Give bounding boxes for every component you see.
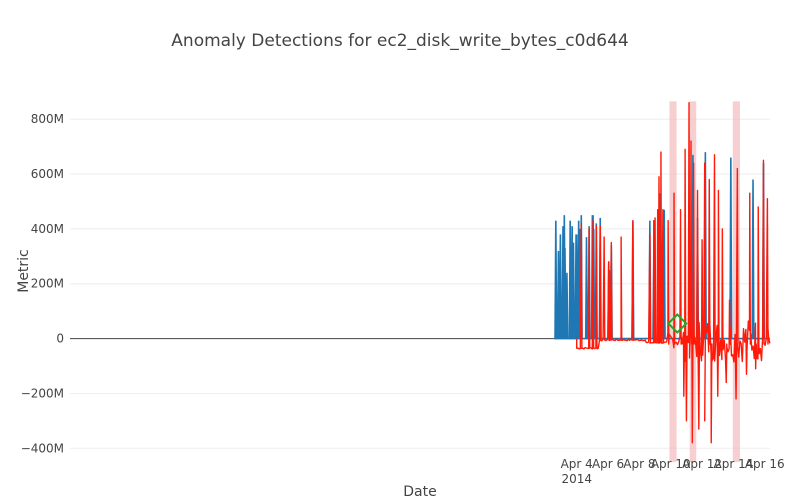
- y-axis-title: Metric: [16, 249, 32, 293]
- series-detection-line: [576, 102, 771, 444]
- plot-area: [554, 102, 771, 444]
- y-axis: −400M −200M 0 200M 400M 600M 800M: [21, 112, 64, 455]
- grid-lines: [70, 118, 770, 449]
- x-tick-year-label: 2014: [561, 472, 592, 486]
- x-tick-label: Apr 16: [745, 457, 785, 471]
- y-tick-label: 0: [56, 332, 64, 346]
- y-tick-label: 600M: [31, 167, 64, 181]
- y-tick-label: 200M: [31, 277, 64, 291]
- y-tick-label: −200M: [21, 386, 64, 400]
- x-tick-label: Apr 8: [623, 457, 655, 471]
- x-tick-label: Apr 6: [592, 457, 624, 471]
- y-tick-label: −400M: [21, 441, 64, 455]
- anomaly-window: [669, 101, 677, 462]
- x-tick-label: Apr 14: [714, 457, 754, 471]
- y-tick-label: 800M: [31, 112, 64, 126]
- x-tick-label: Apr 4: [561, 457, 593, 471]
- x-axis-title: Date: [403, 484, 436, 500]
- y-tick-label: 400M: [31, 222, 64, 236]
- anomaly-marker: [666, 313, 688, 334]
- chart-title: Anomaly Detections for ec2_disk_write_by…: [171, 31, 628, 51]
- x-tick-label: Apr 10: [651, 457, 691, 471]
- x-tick-label: Apr 12: [682, 457, 722, 471]
